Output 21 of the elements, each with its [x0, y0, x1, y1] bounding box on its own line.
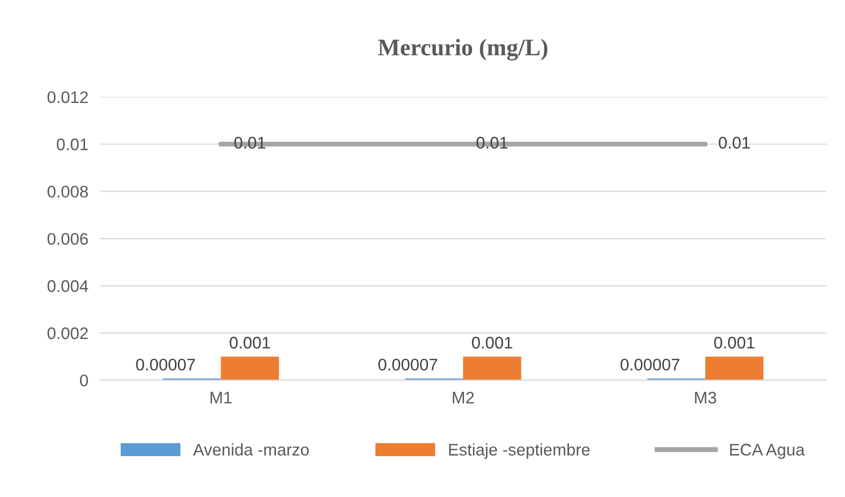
- x-tick-label: M2: [452, 392, 474, 404]
- data-label: 0.001: [472, 336, 512, 349]
- y-tick-label: 0: [80, 374, 88, 386]
- data-label: 0.00007: [378, 358, 438, 371]
- legend-label: Avenida -marzo: [193, 443, 309, 456]
- data-label: 0.00007: [620, 358, 680, 371]
- y-tick-label: 0.01: [56, 138, 88, 150]
- x-tick-label: M1: [210, 392, 232, 404]
- x-tick-label: M3: [695, 392, 716, 404]
- data-label: 0.001: [230, 336, 270, 349]
- y-tick-label: 0.006: [48, 232, 88, 245]
- data-label: 0.001: [714, 336, 754, 349]
- legend-label: Estiaje -septiembre: [449, 443, 590, 459]
- y-tick-label: 0.008: [48, 186, 88, 198]
- y-tick-label: 0.012: [48, 91, 88, 104]
- y-tick-label: 0.004: [48, 280, 88, 292]
- data-label: 0.00007: [136, 358, 195, 371]
- legend-label: ECA Agua: [730, 444, 805, 459]
- chart-title: Mercurio (mg/L): [378, 38, 548, 60]
- y-tick-label: 0.002: [48, 327, 88, 340]
- data-label: 0.01: [718, 136, 750, 149]
